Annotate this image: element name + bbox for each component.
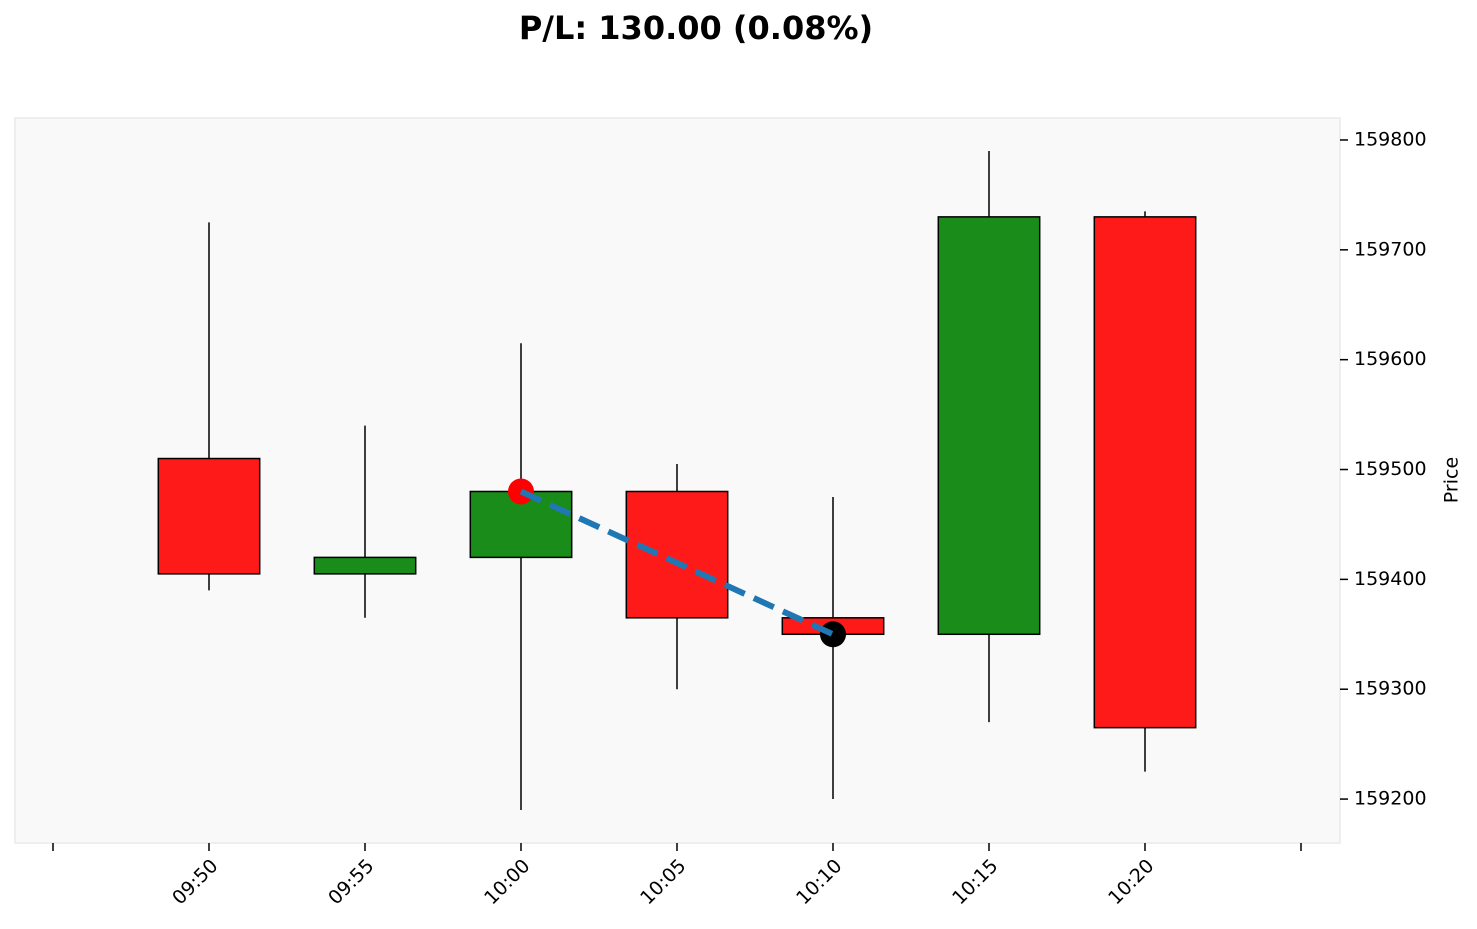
y-tick-label: 159800 (1354, 128, 1427, 150)
y-axis-label: Price (1441, 457, 1463, 503)
candle-body (625, 490, 729, 619)
x-tick-label: 10:20 (1104, 855, 1158, 909)
y-tick-label: 159500 (1354, 458, 1427, 480)
x-tick-label: 10:05 (636, 855, 690, 909)
trade-marker (820, 621, 846, 648)
candle-body (1093, 216, 1197, 729)
y-tick-label: 159300 (1354, 678, 1427, 700)
trade-line (519, 488, 835, 638)
candle-body (937, 216, 1041, 636)
x-tick-label: 10:15 (948, 855, 1002, 909)
x-tick-label: 10:00 (480, 855, 534, 909)
y-tick-label: 159600 (1354, 348, 1427, 370)
x-tick-label: 09:50 (168, 855, 222, 909)
candle-body (157, 457, 261, 575)
y-tick-label: 159400 (1354, 568, 1427, 590)
y-tick-label: 159700 (1354, 238, 1427, 260)
candle-body (313, 556, 417, 575)
y-tick-label: 159200 (1354, 788, 1427, 810)
x-tick-label: 09:55 (324, 855, 378, 909)
chart-title: P/L: 130.00 (0.08%) (519, 9, 873, 47)
x-tick-label: 10:10 (792, 855, 846, 909)
